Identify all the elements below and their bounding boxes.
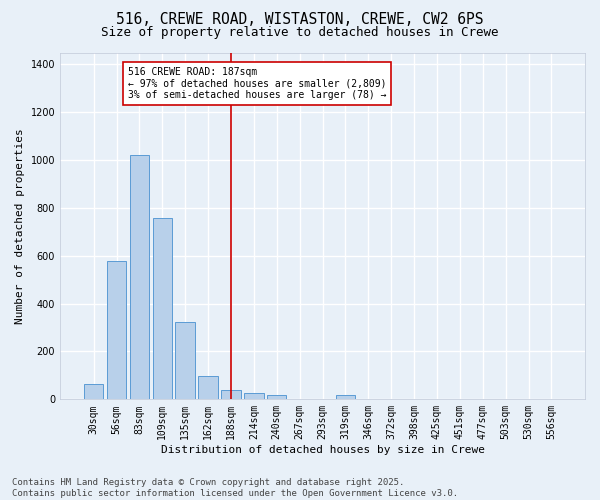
Bar — [199, 376, 218, 400]
X-axis label: Distribution of detached houses by size in Crewe: Distribution of detached houses by size … — [161, 445, 485, 455]
Bar — [175, 322, 195, 400]
Text: Contains HM Land Registry data © Crown copyright and database right 2025.
Contai: Contains HM Land Registry data © Crown c… — [12, 478, 458, 498]
Bar — [335, 394, 355, 400]
Text: 516 CREWE ROAD: 187sqm
← 97% of detached houses are smaller (2,809)
3% of semi-d: 516 CREWE ROAD: 187sqm ← 97% of detached… — [128, 67, 386, 100]
Bar — [221, 390, 241, 400]
Bar — [267, 395, 286, 400]
Y-axis label: Number of detached properties: Number of detached properties — [15, 128, 25, 324]
Bar — [152, 218, 172, 400]
Bar — [84, 384, 103, 400]
Bar — [130, 155, 149, 400]
Bar — [244, 393, 263, 400]
Text: 516, CREWE ROAD, WISTASTON, CREWE, CW2 6PS: 516, CREWE ROAD, WISTASTON, CREWE, CW2 6… — [116, 12, 484, 28]
Text: Size of property relative to detached houses in Crewe: Size of property relative to detached ho… — [101, 26, 499, 39]
Bar — [107, 261, 126, 400]
